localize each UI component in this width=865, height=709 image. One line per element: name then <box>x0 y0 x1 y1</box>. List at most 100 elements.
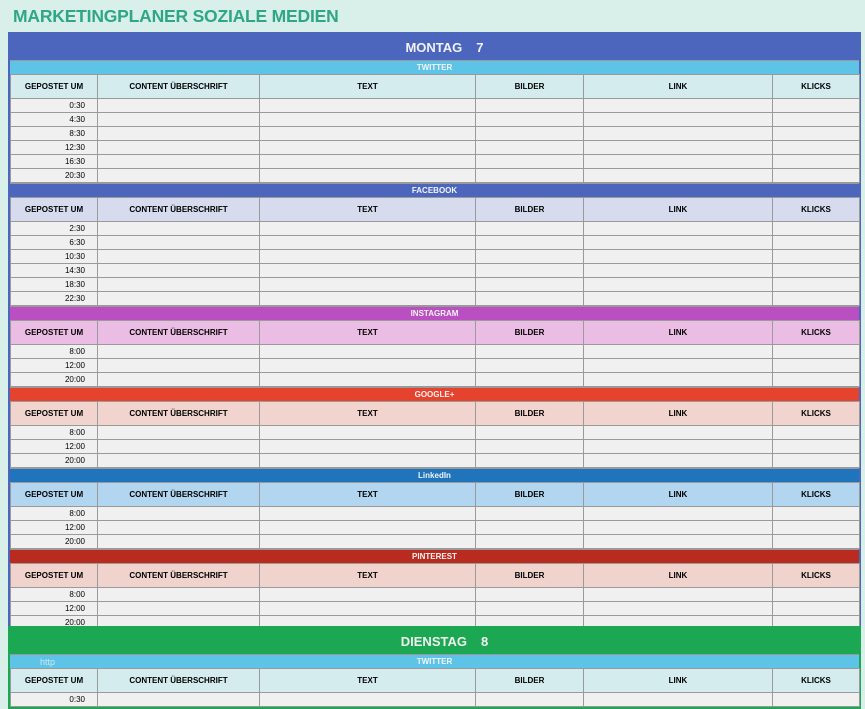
empty-cell[interactable] <box>475 587 584 602</box>
empty-cell[interactable] <box>583 291 773 306</box>
time-cell[interactable]: 0:30 <box>10 98 98 113</box>
empty-cell[interactable] <box>583 249 773 264</box>
empty-cell[interactable] <box>97 344 260 359</box>
time-cell[interactable]: 20:30 <box>10 168 98 183</box>
empty-cell[interactable] <box>259 506 476 521</box>
time-cell[interactable]: 18:30 <box>10 277 98 292</box>
time-cell[interactable]: 8:00 <box>10 425 98 440</box>
time-cell[interactable]: 22:30 <box>10 291 98 306</box>
empty-cell[interactable] <box>772 453 860 468</box>
time-cell[interactable]: 2:30 <box>10 221 98 236</box>
time-cell[interactable]: 12:00 <box>10 520 98 535</box>
empty-cell[interactable] <box>97 263 260 278</box>
empty-cell[interactable] <box>583 587 773 602</box>
empty-cell[interactable] <box>97 372 260 387</box>
empty-cell[interactable] <box>583 601 773 616</box>
empty-cell[interactable] <box>475 534 584 549</box>
empty-cell[interactable] <box>583 520 773 535</box>
empty-cell[interactable] <box>583 453 773 468</box>
empty-cell[interactable] <box>259 439 476 454</box>
empty-cell[interactable] <box>97 601 260 616</box>
empty-cell[interactable] <box>97 126 260 141</box>
empty-cell[interactable] <box>259 344 476 359</box>
empty-cell[interactable] <box>97 358 260 373</box>
empty-cell[interactable] <box>259 425 476 440</box>
empty-cell[interactable] <box>475 112 584 127</box>
empty-cell[interactable] <box>583 154 773 169</box>
empty-cell[interactable] <box>772 112 860 127</box>
empty-cell[interactable] <box>475 277 584 292</box>
empty-cell[interactable] <box>97 235 260 250</box>
empty-cell[interactable] <box>259 587 476 602</box>
empty-cell[interactable] <box>583 692 773 707</box>
empty-cell[interactable] <box>583 263 773 278</box>
empty-cell[interactable] <box>772 249 860 264</box>
empty-cell[interactable] <box>772 358 860 373</box>
empty-cell[interactable] <box>259 98 476 113</box>
empty-cell[interactable] <box>259 112 476 127</box>
empty-cell[interactable] <box>583 534 773 549</box>
empty-cell[interactable] <box>475 154 584 169</box>
empty-cell[interactable] <box>772 520 860 535</box>
empty-cell[interactable] <box>772 534 860 549</box>
empty-cell[interactable] <box>475 520 584 535</box>
empty-cell[interactable] <box>259 601 476 616</box>
time-cell[interactable]: 8:00 <box>10 506 98 521</box>
time-cell[interactable]: 16:30 <box>10 154 98 169</box>
time-cell[interactable]: 4:30 <box>10 112 98 127</box>
empty-cell[interactable] <box>772 126 860 141</box>
empty-cell[interactable] <box>259 277 476 292</box>
empty-cell[interactable] <box>475 140 584 155</box>
empty-cell[interactable] <box>772 506 860 521</box>
empty-cell[interactable] <box>772 439 860 454</box>
empty-cell[interactable] <box>772 263 860 278</box>
empty-cell[interactable] <box>475 425 584 440</box>
empty-cell[interactable] <box>475 344 584 359</box>
empty-cell[interactable] <box>583 221 773 236</box>
empty-cell[interactable] <box>259 126 476 141</box>
empty-cell[interactable] <box>772 235 860 250</box>
empty-cell[interactable] <box>475 168 584 183</box>
empty-cell[interactable] <box>97 249 260 264</box>
empty-cell[interactable] <box>772 168 860 183</box>
empty-cell[interactable] <box>259 154 476 169</box>
empty-cell[interactable] <box>259 221 476 236</box>
empty-cell[interactable] <box>772 587 860 602</box>
empty-cell[interactable] <box>97 439 260 454</box>
empty-cell[interactable] <box>475 372 584 387</box>
empty-cell[interactable] <box>772 291 860 306</box>
empty-cell[interactable] <box>97 534 260 549</box>
empty-cell[interactable] <box>475 291 584 306</box>
empty-cell[interactable] <box>583 425 773 440</box>
empty-cell[interactable] <box>583 168 773 183</box>
empty-cell[interactable] <box>259 140 476 155</box>
empty-cell[interactable] <box>97 168 260 183</box>
time-cell[interactable]: 6:30 <box>10 235 98 250</box>
empty-cell[interactable] <box>772 344 860 359</box>
empty-cell[interactable] <box>772 425 860 440</box>
empty-cell[interactable] <box>583 235 773 250</box>
empty-cell[interactable] <box>475 235 584 250</box>
empty-cell[interactable] <box>475 439 584 454</box>
empty-cell[interactable] <box>583 112 773 127</box>
empty-cell[interactable] <box>475 263 584 278</box>
empty-cell[interactable] <box>583 98 773 113</box>
empty-cell[interactable] <box>97 587 260 602</box>
empty-cell[interactable] <box>259 249 476 264</box>
empty-cell[interactable] <box>583 358 773 373</box>
empty-cell[interactable] <box>583 439 773 454</box>
time-cell[interactable]: 8:30 <box>10 126 98 141</box>
time-cell[interactable]: 10:30 <box>10 249 98 264</box>
time-cell[interactable]: 12:00 <box>10 601 98 616</box>
empty-cell[interactable] <box>772 692 860 707</box>
empty-cell[interactable] <box>772 277 860 292</box>
empty-cell[interactable] <box>97 506 260 521</box>
empty-cell[interactable] <box>583 506 773 521</box>
empty-cell[interactable] <box>259 235 476 250</box>
empty-cell[interactable] <box>97 520 260 535</box>
empty-cell[interactable] <box>475 358 584 373</box>
empty-cell[interactable] <box>97 453 260 468</box>
empty-cell[interactable] <box>259 534 476 549</box>
time-cell[interactable]: 20:00 <box>10 453 98 468</box>
time-cell[interactable]: 0:30 <box>10 692 98 707</box>
